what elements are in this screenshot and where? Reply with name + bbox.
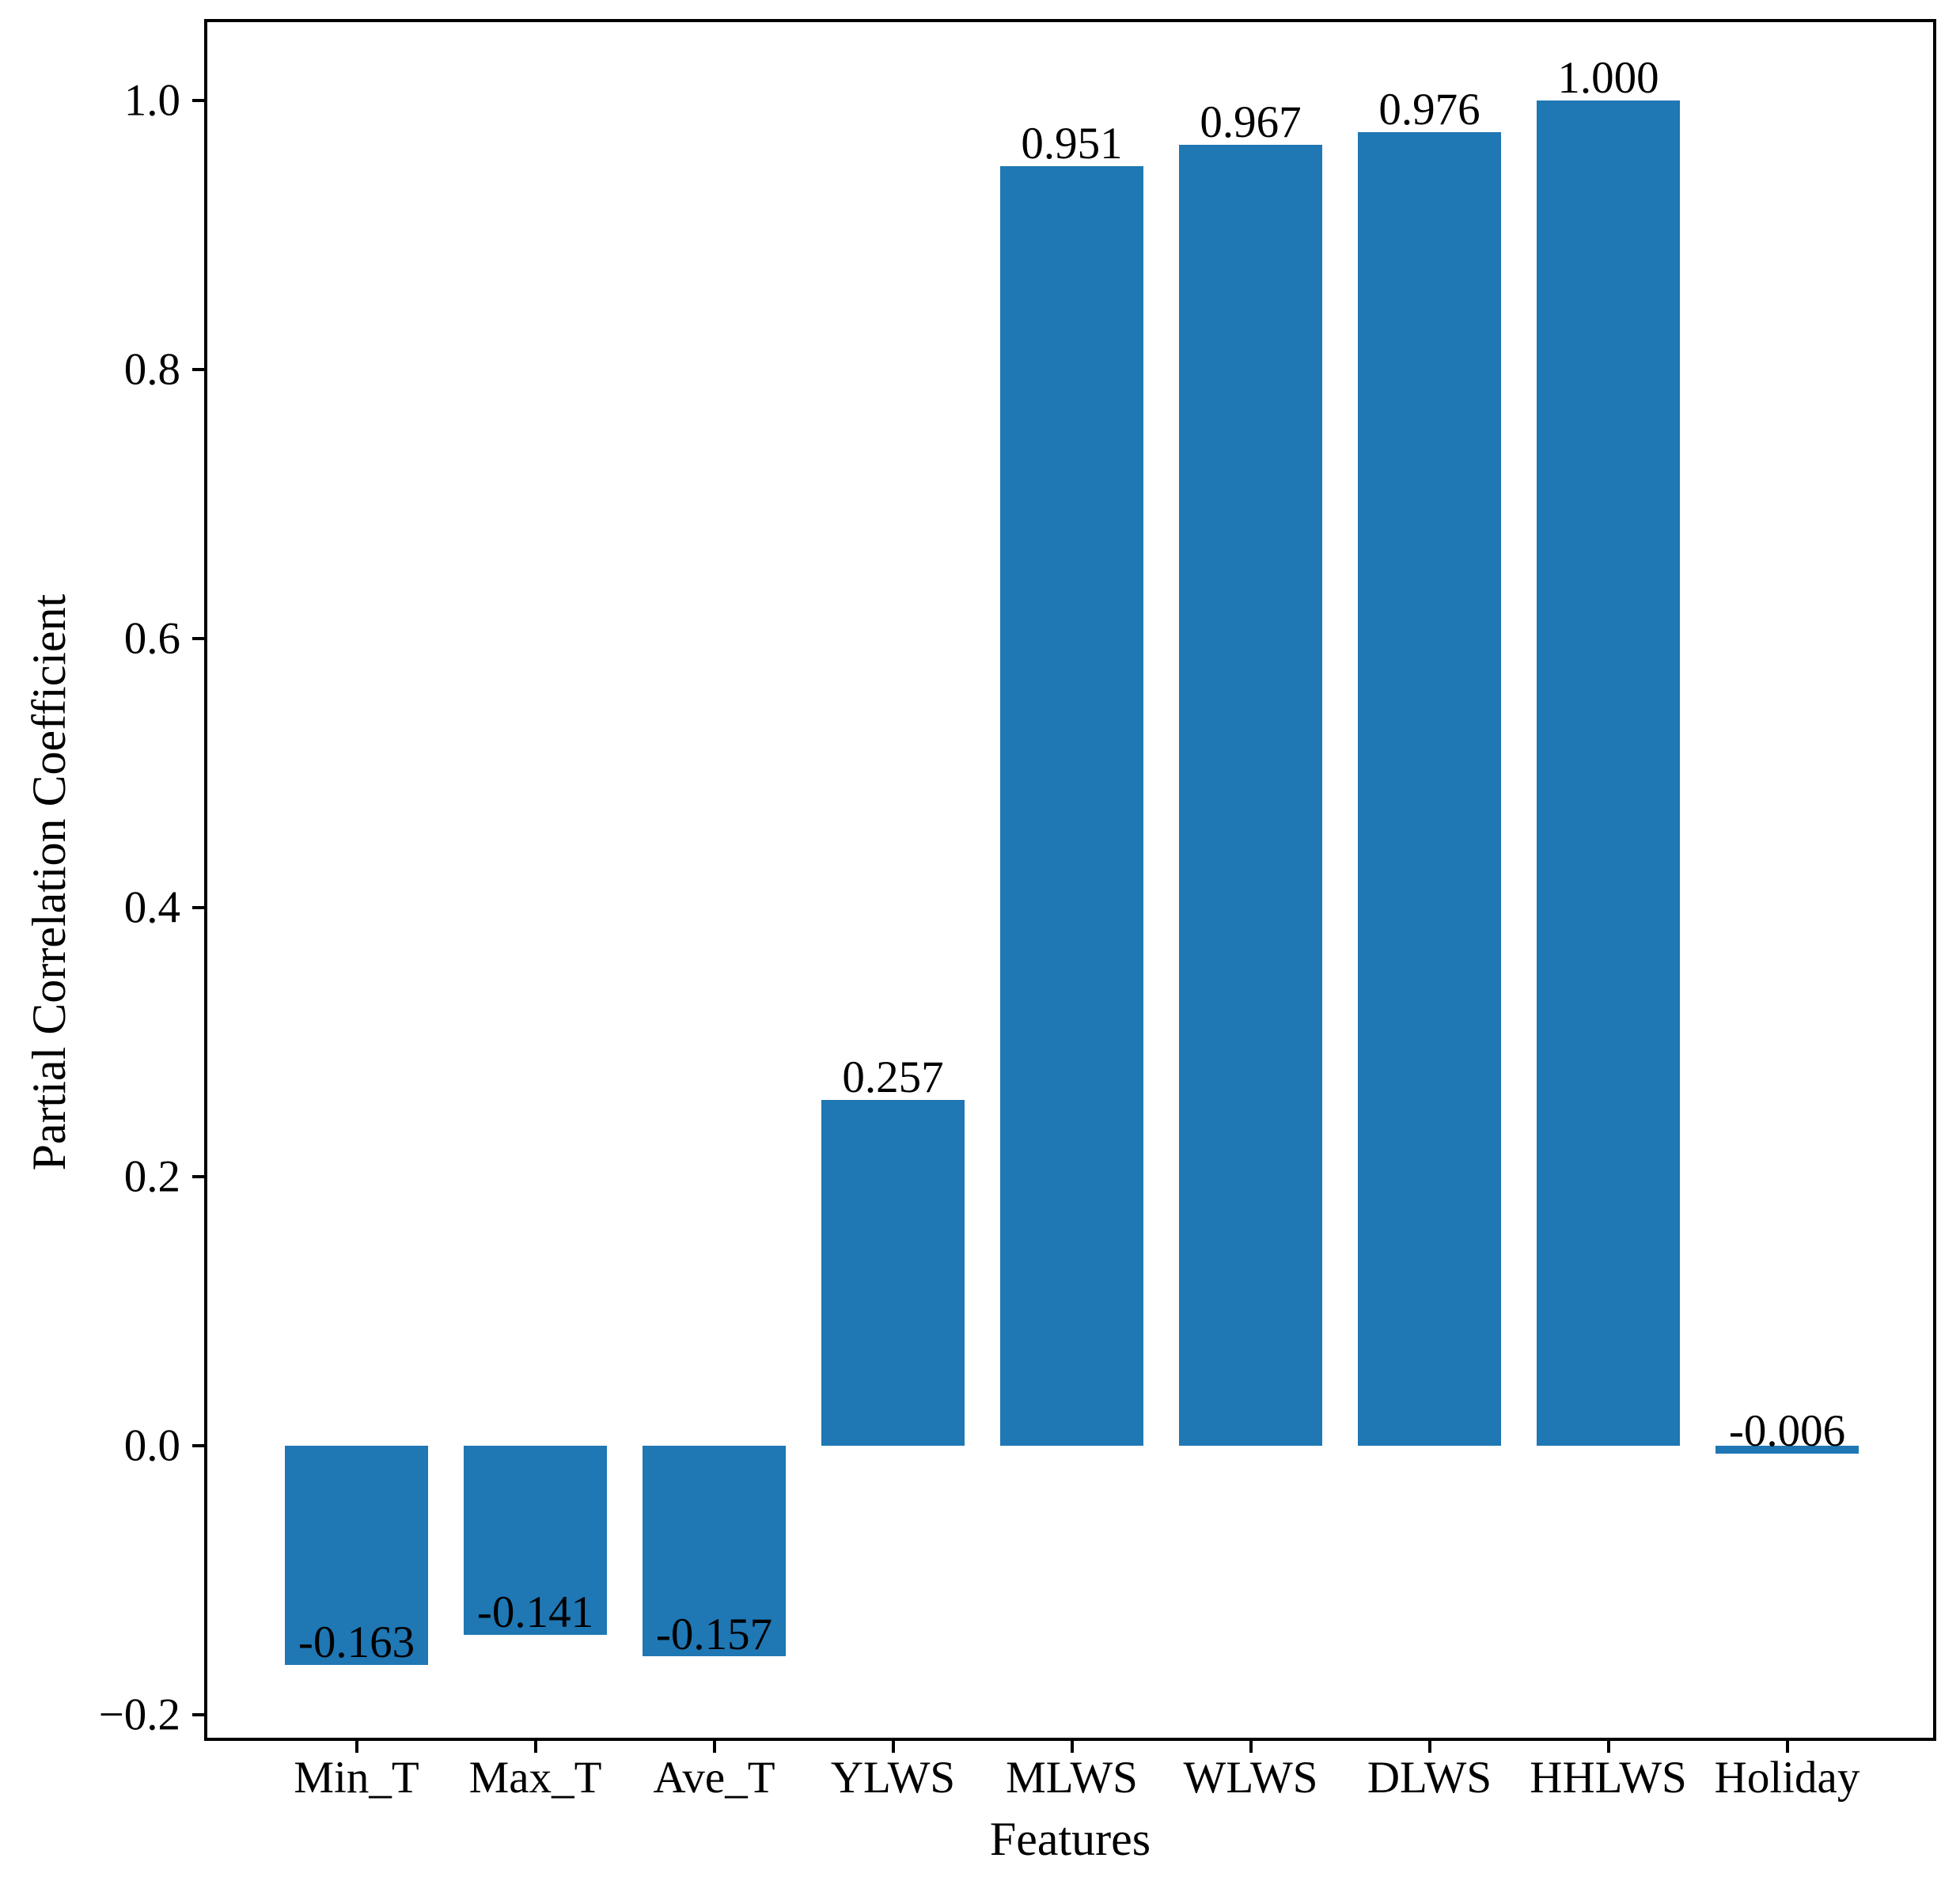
y-tick-mark <box>192 98 204 102</box>
bar-MLWS <box>1000 165 1143 1446</box>
x-tick-mark <box>712 1741 716 1753</box>
y-tick-mark <box>192 636 204 640</box>
bar-Ave_T <box>643 1445 786 1657</box>
x-tick-label-Holiday: Holiday <box>1714 1753 1860 1803</box>
x-tick-mark <box>1070 1741 1074 1753</box>
x-tick-label-Max_T: Max_T <box>468 1753 602 1803</box>
x-tick-label-DLWS: DLWS <box>1367 1753 1492 1803</box>
bar-value-label: 0.976 <box>1378 85 1480 135</box>
bar-value-label: -0.006 <box>1728 1405 1846 1456</box>
bar-WLWS <box>1179 144 1322 1446</box>
bar-YLWS <box>821 1099 965 1446</box>
bar-Min_T <box>285 1445 428 1665</box>
bar-value-label: -0.141 <box>476 1587 594 1638</box>
bar-value-label: 1.000 <box>1557 52 1659 103</box>
x-tick-mark <box>1606 1741 1610 1753</box>
y-tick-label: 1.0 <box>123 75 180 126</box>
y-tick-mark <box>192 1174 204 1178</box>
y-tick-label: 0.4 <box>123 882 180 933</box>
x-axis-label: Features <box>989 1813 1151 1865</box>
x-tick-label-Min_T: Min_T <box>294 1753 419 1803</box>
y-tick-label: 0.6 <box>123 613 180 664</box>
bar-DLWS <box>1358 132 1501 1446</box>
plot-area: -0.163 Min_T -0.141 Max_T -0.157 Ave_T 0.257 YL… <box>99 19 1936 1800</box>
x-tick-label-YLWS: YLWS <box>830 1753 956 1803</box>
bar-value-label: 0.967 <box>1200 97 1302 147</box>
bar-value-label: -0.157 <box>655 1609 773 1659</box>
x-tick-mark <box>533 1741 537 1753</box>
x-tick-label-HHLWS: HHLWS <box>1530 1753 1687 1803</box>
bar-value-label: -0.163 <box>298 1617 415 1667</box>
x-tick-label-WLWS: WLWS <box>1183 1753 1318 1803</box>
y-tick-mark <box>192 1443 204 1447</box>
x-tick-mark <box>891 1741 895 1753</box>
x-tick-mark <box>1249 1741 1253 1753</box>
x-tick-mark <box>1427 1741 1431 1753</box>
x-tick-label-Ave_T: Ave_T <box>653 1753 775 1803</box>
y-tick-mark <box>192 1712 204 1716</box>
x-tick-mark <box>354 1741 358 1753</box>
y-axis-label: Partial Correlation Coefficient <box>23 593 75 1171</box>
y-tick-mark <box>192 905 204 909</box>
bar-HHLWS <box>1537 100 1680 1446</box>
x-tick-label-MLWS: MLWS <box>1006 1753 1138 1803</box>
bar-Holiday <box>1715 1445 1859 1454</box>
y-tick-mark <box>192 367 204 371</box>
bar-value-label: 0.951 <box>1021 118 1123 169</box>
bar-value-label: 0.257 <box>842 1052 944 1102</box>
y-tick-label: −0.2 <box>98 1689 180 1740</box>
y-tick-label: 0.0 <box>123 1420 180 1471</box>
y-tick-label: 0.8 <box>123 344 180 395</box>
y-tick-label: 0.2 <box>123 1151 180 1202</box>
bar-Max_T <box>464 1445 607 1636</box>
x-tick-mark <box>1785 1741 1789 1753</box>
